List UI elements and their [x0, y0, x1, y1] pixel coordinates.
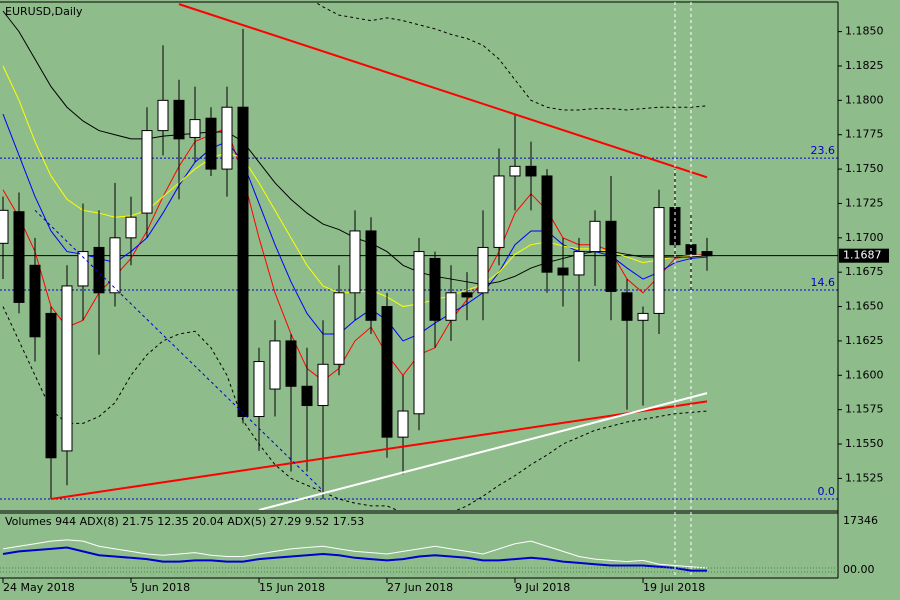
indicator-pane: [2, 539, 708, 572]
candle-body: [13, 211, 25, 303]
x-tick-label: 15 Jun 2018: [259, 581, 325, 594]
x-tick-label: 9 Jul 2018: [515, 581, 570, 594]
candle-body: [621, 292, 633, 321]
candle-body: [221, 106, 233, 170]
candle-body: [93, 246, 105, 294]
candle-body: [397, 410, 409, 438]
y-tick-label: 1.1825: [845, 59, 884, 72]
candle-body: [269, 340, 281, 390]
x-tick-label: 27 Jun 2018: [387, 581, 453, 594]
y-tick-label: 1.1850: [845, 25, 884, 38]
trendline: [50, 400, 708, 500]
candle-body: [317, 363, 329, 407]
trendline: [34, 209, 324, 492]
y-tick-label: 1.1700: [845, 231, 884, 244]
trendline: [258, 392, 708, 510]
pane-tick-label: 17346: [843, 514, 878, 527]
candle-body: [573, 251, 585, 276]
candle-body: [77, 251, 89, 287]
y-tick-label: 1.1725: [845, 196, 884, 209]
chart-title: EURUSD,Daily: [5, 5, 83, 18]
candle-body: [349, 230, 361, 294]
y-tick-label: 1.1525: [845, 471, 884, 484]
candle-body: [509, 165, 521, 177]
candle-body: [157, 99, 169, 132]
candle-body: [605, 220, 617, 292]
candle-body: [253, 361, 265, 418]
pane-tick-label: 00.00: [843, 563, 875, 576]
candle-body: [109, 237, 121, 294]
candle-body: [445, 292, 457, 321]
candle-body: [237, 106, 249, 418]
candle-body: [189, 119, 201, 138]
candle-body: [413, 251, 425, 415]
y-tick-label: 1.1650: [845, 300, 884, 313]
candle-body: [701, 251, 713, 257]
x-tick-label: 19 Jul 2018: [643, 581, 705, 594]
pane-label: Volumes 944 ADX(8) 21.75 12.35 20.04 ADX…: [5, 515, 364, 528]
candle-body: [653, 207, 665, 314]
candle-body: [381, 306, 393, 438]
candle-body: [61, 285, 73, 452]
candle-body: [29, 264, 41, 338]
y-tick-label: 1.1800: [845, 93, 884, 106]
candle-body: [525, 165, 537, 177]
y-tick-label: 1.1625: [845, 334, 884, 347]
y-tick-label: 1.1550: [845, 437, 884, 450]
y-tick-label: 1.1675: [845, 265, 884, 278]
candle-body: [589, 220, 601, 253]
band-line: [2, 306, 708, 510]
candle-body: [637, 312, 649, 321]
y-tick-label: 1.1575: [845, 403, 884, 416]
price-pane: [0, 2, 838, 510]
candle-body: [365, 230, 377, 321]
candle-body: [45, 312, 57, 459]
candle-body: [285, 340, 297, 387]
level-label: 0.0: [818, 485, 836, 498]
level-label: 14.6: [811, 276, 836, 289]
candle-body: [125, 216, 137, 239]
candle-body: [173, 99, 185, 140]
candle-body: [557, 267, 569, 276]
candle-body: [0, 209, 9, 244]
level-label: 23.6: [811, 144, 836, 157]
axes: 1.1525 1.1550 1.1575 1.1600 1.1625 1.1650 1.16…: [0, 1, 884, 594]
adx-line: [2, 539, 708, 569]
candle-body: [301, 385, 313, 407]
last-price-box: [839, 248, 889, 263]
candle-body: [429, 257, 441, 321]
adx-line: [2, 546, 707, 572]
y-tick-label: 1.1775: [845, 128, 884, 141]
candle-body: [333, 292, 345, 365]
candle-body: [541, 175, 553, 273]
candle-body: [493, 175, 505, 248]
trendline: [178, 3, 708, 179]
candle-body: [477, 246, 489, 294]
candle-body: [461, 292, 473, 298]
candle-body: [205, 117, 217, 170]
last-price-label: 1.1687: [843, 249, 882, 262]
y-tick-label: 1.1600: [845, 368, 884, 381]
x-tick-label: 24 May 2018: [3, 581, 75, 594]
candle-body: [141, 130, 153, 214]
x-tick-label: 5 Jun 2018: [131, 581, 190, 594]
y-tick-label: 1.1750: [845, 162, 884, 175]
